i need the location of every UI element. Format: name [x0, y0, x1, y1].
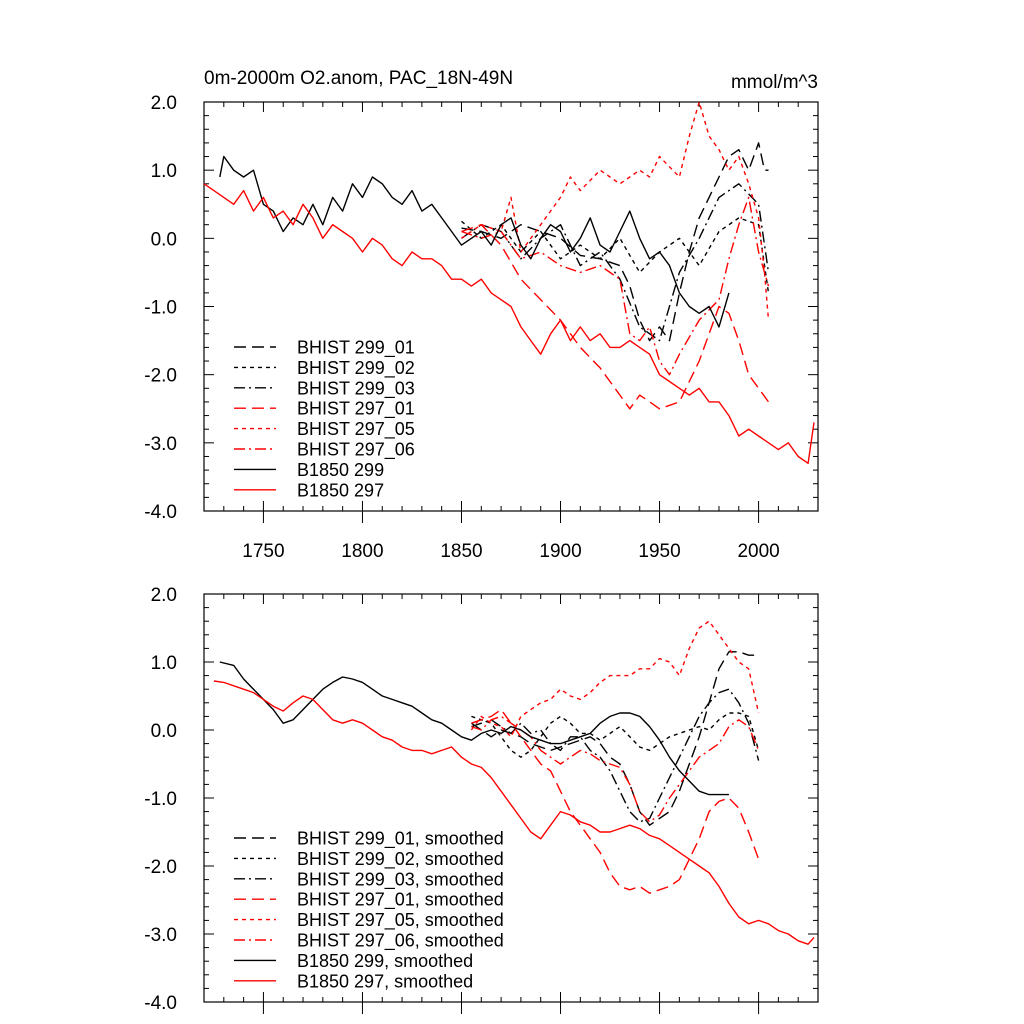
bottom-ytick-label: 2.0: [151, 585, 177, 606]
bottom-legend-label: BHIST 297_05, smoothed: [297, 910, 504, 931]
bottom-series-line: [471, 712, 760, 758]
top-ytick-label: -4.0: [144, 502, 177, 523]
top-series-line: [461, 196, 770, 376]
top-series-line: [461, 101, 770, 321]
bottom-series-line: [471, 688, 760, 823]
bottom-ytick-label: -4.0: [144, 993, 177, 1014]
bottom-legend-label: BHIST 299_03, smoothed: [297, 869, 504, 890]
panel-bottom-series: [213, 620, 815, 945]
top-series-line: [203, 183, 815, 464]
top-series-line: [219, 155, 730, 328]
top-legend-label: BHIST 299_03: [297, 378, 415, 399]
top-legend-label: B1850 299: [297, 460, 384, 480]
bottom-series-line: [470, 620, 760, 738]
top-legend-label: BHIST 297_01: [297, 399, 415, 420]
bottom-series-line: [213, 680, 815, 945]
panel-bottom: 2.0 1.0 0.0 -1.0 -2.0 -3.0 -4.0 BHIST 299_01, …: [144, 585, 819, 1014]
top-ytick-label: -2.0: [144, 366, 177, 387]
top-legend-label: BHIST 297_06: [297, 440, 415, 461]
figure-units: mmol/m^3: [731, 72, 818, 93]
top-legend-label: BHIST 299_01: [297, 338, 415, 359]
figure-title: 0m-2000m O2.anom, PAC_18N-49N: [204, 68, 513, 89]
panel-top-series: [203, 101, 815, 464]
top-ytick-label: 1.0: [151, 161, 177, 182]
bottom-legend-label: B1850 299, smoothed: [297, 951, 473, 971]
top-ytick-label: 0.0: [151, 229, 177, 250]
panel-bottom-axes: 2.0 1.0 0.0 -1.0 -2.0 -3.0 -4.0: [144, 585, 819, 1014]
top-ytick-label: -3.0: [144, 434, 177, 455]
bottom-legend-label: B1850 297, smoothed: [297, 971, 473, 991]
panel-top: 2.0 1.0 0.0 -1.0 -2.0 -3.0 -4.0 1750 1800 1850 190…: [144, 93, 819, 562]
top-xtick-label: 2000: [737, 541, 779, 562]
top-xtick-label: 1800: [341, 541, 383, 562]
bottom-legend-label: BHIST 297_06, smoothed: [297, 931, 504, 952]
bottom-ytick-label: -1.0: [144, 789, 177, 810]
top-series-line: [461, 217, 770, 294]
top-series-line: [461, 142, 769, 342]
panel-top-axes: 2.0 1.0 0.0 -1.0 -2.0 -3.0 -4.0 1750 1800 1850 190…: [144, 93, 819, 562]
bottom-ytick-label: -3.0: [144, 925, 177, 946]
top-xtick-label: 1900: [539, 541, 581, 562]
top-xtick-label: 1850: [440, 541, 482, 562]
bottom-legend-label: BHIST 299_02, smoothed: [297, 849, 504, 870]
bottom-legend-label: BHIST 299_01, smoothed: [297, 829, 504, 850]
top-legend-label: B1850 297: [297, 480, 384, 500]
top-legend-label: BHIST 299_02: [297, 358, 415, 379]
bottom-ytick-label: 0.0: [151, 721, 177, 742]
top-ytick-label: 2.0: [151, 93, 177, 114]
bottom-series-line: [471, 651, 759, 826]
bottom-series-line: [219, 661, 729, 796]
top-xtick-label: 1750: [242, 541, 284, 562]
top-ytick-label: -1.0: [144, 298, 177, 319]
top-xtick-label: 1950: [638, 541, 680, 562]
bottom-series-line: [471, 708, 760, 894]
bottom-legend-label: BHIST 297_01, smoothed: [297, 890, 504, 911]
top-legend-label: BHIST 297_05: [297, 419, 415, 440]
bottom-ytick-label: -2.0: [144, 857, 177, 878]
bottom-ytick-label: 1.0: [151, 653, 177, 674]
